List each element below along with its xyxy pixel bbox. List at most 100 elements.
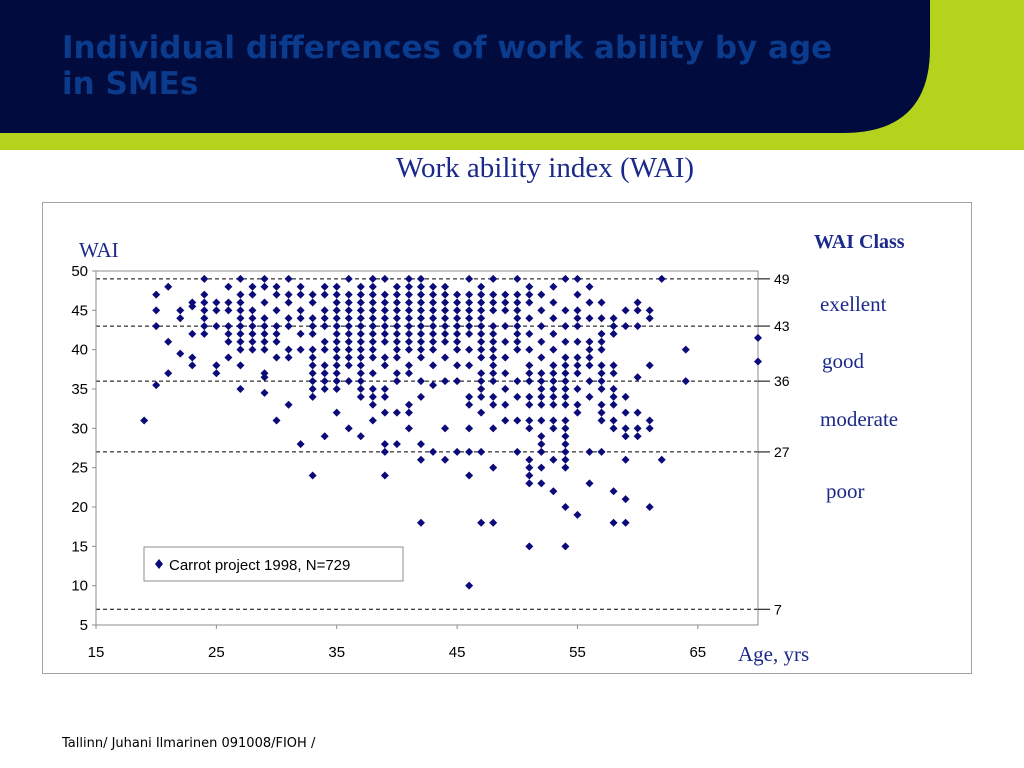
data-point (561, 353, 570, 362)
data-point (344, 329, 353, 338)
y-tick-label: 30 (71, 420, 88, 437)
data-point (537, 416, 546, 425)
data-point (344, 306, 353, 315)
data-point (236, 274, 245, 283)
y-tick-label: 15 (71, 538, 88, 555)
data-point (429, 290, 438, 299)
data-point (585, 282, 594, 291)
data-point (633, 298, 642, 307)
data-point (344, 377, 353, 386)
data-point (368, 322, 377, 331)
data-point (597, 416, 606, 425)
data-point (344, 298, 353, 307)
data-point (368, 353, 377, 362)
data-point (368, 345, 377, 354)
data-point (645, 503, 654, 511)
data-point (308, 353, 317, 362)
data-point (573, 314, 582, 323)
class-label-moderate: moderate (820, 407, 898, 431)
data-point (561, 377, 570, 386)
data-point (308, 290, 317, 299)
data-point (489, 392, 498, 401)
data-point (609, 385, 618, 393)
x-tick-label: 65 (689, 644, 706, 661)
data-point (356, 377, 365, 386)
data-point (573, 274, 582, 283)
data-point (465, 329, 474, 338)
data-point (356, 361, 365, 370)
data-point (621, 322, 630, 331)
data-point (609, 487, 618, 496)
data-point (597, 314, 606, 323)
data-point (585, 298, 594, 307)
plot-area (95, 270, 759, 626)
data-point (416, 440, 425, 449)
data-point (681, 377, 690, 386)
data-point (501, 322, 510, 331)
data-point (645, 314, 654, 323)
data-point (633, 322, 642, 331)
data-point (513, 274, 522, 283)
data-point (236, 306, 245, 315)
data-point (429, 298, 438, 307)
data-point (609, 369, 618, 378)
data-point (248, 337, 257, 346)
data-point (416, 290, 425, 299)
data-point (465, 322, 474, 331)
data-point (537, 400, 546, 409)
data-point (621, 518, 630, 527)
data-point (248, 282, 257, 291)
data-point (477, 392, 486, 401)
chart-legend: Carrot project 1998, N=729 (143, 546, 404, 582)
class-threshold-lines (96, 278, 758, 610)
data-point (465, 424, 474, 433)
data-point (525, 345, 534, 354)
data-point (537, 306, 546, 315)
chart-frame: 5 10 15 20 25 30 35 40 45 50 15 25 35 45 55 65 49 43 36 2… (42, 202, 972, 674)
data-point (525, 377, 534, 386)
data-point (429, 337, 438, 346)
data-point (248, 322, 257, 331)
data-point (368, 392, 377, 401)
data-point (344, 353, 353, 362)
data-point (537, 385, 546, 393)
data-point (404, 337, 413, 346)
data-point (404, 290, 413, 299)
data-point (513, 290, 522, 299)
data-point (260, 274, 269, 283)
data-point (260, 388, 269, 397)
data-point (272, 416, 281, 425)
data-point (272, 282, 281, 291)
data-point (609, 322, 618, 331)
data-point (416, 322, 425, 331)
legend-box (143, 546, 404, 582)
data-point (621, 392, 630, 401)
data-point (513, 392, 522, 401)
data-point (368, 385, 377, 393)
data-point (585, 392, 594, 401)
data-point (236, 361, 245, 370)
data-point (308, 322, 317, 331)
data-point (356, 298, 365, 307)
data-point (501, 416, 510, 425)
data-point (489, 353, 498, 362)
data-point (320, 306, 329, 315)
data-point (284, 400, 293, 409)
data-point (501, 385, 510, 393)
data-point (152, 322, 161, 331)
data-point (332, 298, 341, 307)
data-point (453, 377, 462, 386)
data-point (380, 329, 389, 338)
data-point (453, 298, 462, 307)
wai-class-title: WAI Class (814, 231, 905, 253)
data-point (260, 282, 269, 291)
data-point (332, 337, 341, 346)
data-point (380, 392, 389, 401)
data-point (549, 329, 558, 338)
data-point (188, 353, 197, 362)
data-point (200, 274, 209, 283)
data-point (513, 416, 522, 425)
data-point (453, 345, 462, 354)
data-point (308, 385, 317, 393)
data-point (489, 463, 498, 472)
